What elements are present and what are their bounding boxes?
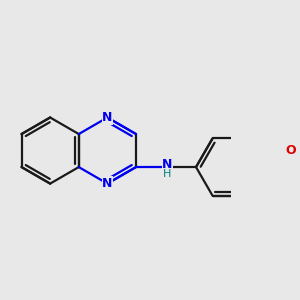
Text: O: O [285, 144, 296, 157]
Text: N: N [162, 158, 172, 171]
Text: N: N [102, 111, 112, 124]
Text: N: N [102, 177, 112, 190]
Text: H: H [163, 169, 172, 179]
